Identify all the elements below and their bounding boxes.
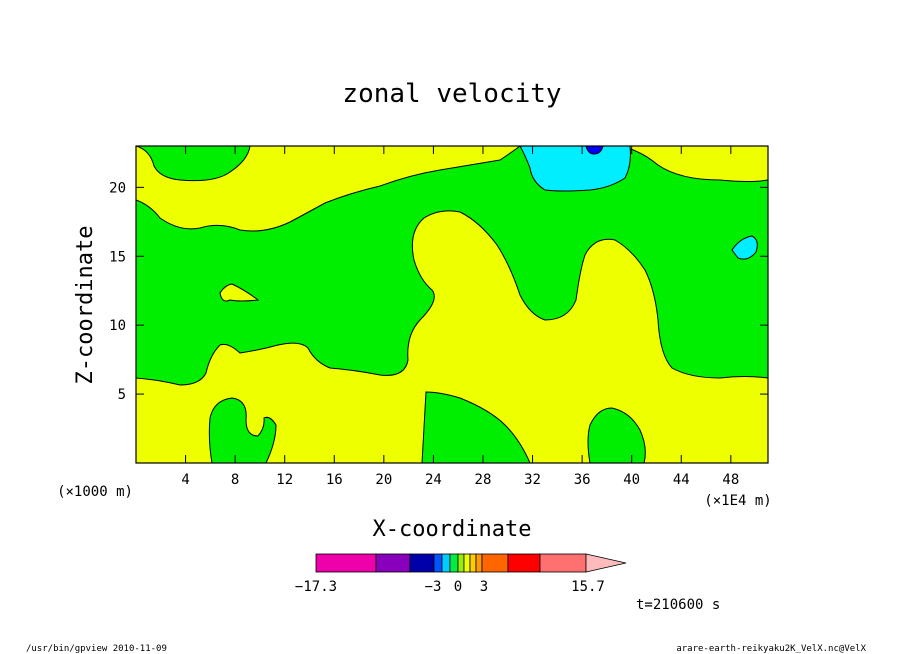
colorbar-segment-4 — [441, 553, 451, 573]
cbar-label-3: 3 — [480, 579, 488, 595]
x-tick-label-20: 20 — [375, 472, 392, 488]
x-tick-label-40: 40 — [623, 472, 640, 488]
colorbar-segment-5 — [449, 553, 459, 573]
y-tick-label-5: 5 — [118, 387, 126, 403]
colorbar-segment-8 — [469, 553, 477, 573]
footer-left: /usr/bin/gpview 2010-11-09 — [26, 644, 167, 654]
region-blue-minimum — [585, 146, 604, 155]
cbar-label-max: 15.7 — [571, 579, 605, 595]
y-tick-label-15: 15 — [109, 249, 126, 265]
x-tick-label-32: 32 — [524, 472, 541, 488]
colorbar-segment-0 — [315, 553, 377, 573]
colorbar-segment-11 — [507, 553, 541, 573]
region-bottom-green-1 — [208, 397, 277, 463]
cbar-label-zero: 0 — [454, 579, 462, 595]
y-axis-label: Z-coordinate — [73, 226, 98, 385]
region-central-green — [136, 146, 768, 386]
x-tick-label-16: 16 — [326, 472, 343, 488]
cbar-label-neg3: −3 — [425, 579, 442, 595]
chart-title: zonal velocity — [342, 79, 561, 109]
x-tick-label-4: 4 — [181, 472, 189, 488]
colorbar-segment-6 — [457, 553, 465, 573]
x-tick-label-12: 12 — [276, 472, 293, 488]
x-tick-label-44: 44 — [673, 472, 690, 488]
plot-frame — [135, 145, 769, 464]
x-unit-left: (×1000 m) — [57, 484, 133, 500]
colorbar-segment-9 — [475, 553, 483, 573]
colorbar-segment-2 — [409, 553, 435, 573]
region-top-left-green — [136, 146, 251, 182]
colorbar-extend-arrow — [585, 553, 627, 573]
time-label: t=210600 s — [636, 597, 720, 613]
footer-right: arare-earth-reikyaku2K_VelX.nc@VelX — [676, 644, 866, 654]
x-unit-right: (×1E4 m) — [704, 493, 771, 509]
x-ticks: 4 8 12 16 20 24 28 32 36 40 44 48 — [181, 146, 739, 488]
x-tick-label-48: 48 — [722, 472, 739, 488]
colorbar-segment-1 — [375, 553, 411, 573]
x-tick-label-8: 8 — [231, 472, 239, 488]
cbar-label-min: −17.3 — [295, 579, 337, 595]
colorbar — [315, 553, 627, 573]
x-tick-label-24: 24 — [425, 472, 442, 488]
x-tick-label-28: 28 — [475, 472, 492, 488]
region-bottom-green-3 — [587, 407, 646, 463]
colorbar-segment-12 — [539, 553, 587, 573]
y-tick-label-20: 20 — [109, 180, 126, 196]
x-axis-label: X-coordinate — [373, 517, 532, 542]
y-tick-label-10: 10 — [109, 318, 126, 334]
colorbar-segment-7 — [463, 553, 471, 573]
region-cyan-cell — [519, 146, 631, 192]
colorbar-segment-10 — [481, 553, 509, 573]
region-bottom-green-2 — [421, 391, 531, 463]
region-yellow-island — [219, 283, 260, 302]
y-ticks: 5 10 15 20 — [109, 180, 768, 403]
region-cyan-small — [731, 235, 758, 260]
x-tick-label-36: 36 — [574, 472, 591, 488]
colorbar-segment-3 — [433, 553, 443, 573]
